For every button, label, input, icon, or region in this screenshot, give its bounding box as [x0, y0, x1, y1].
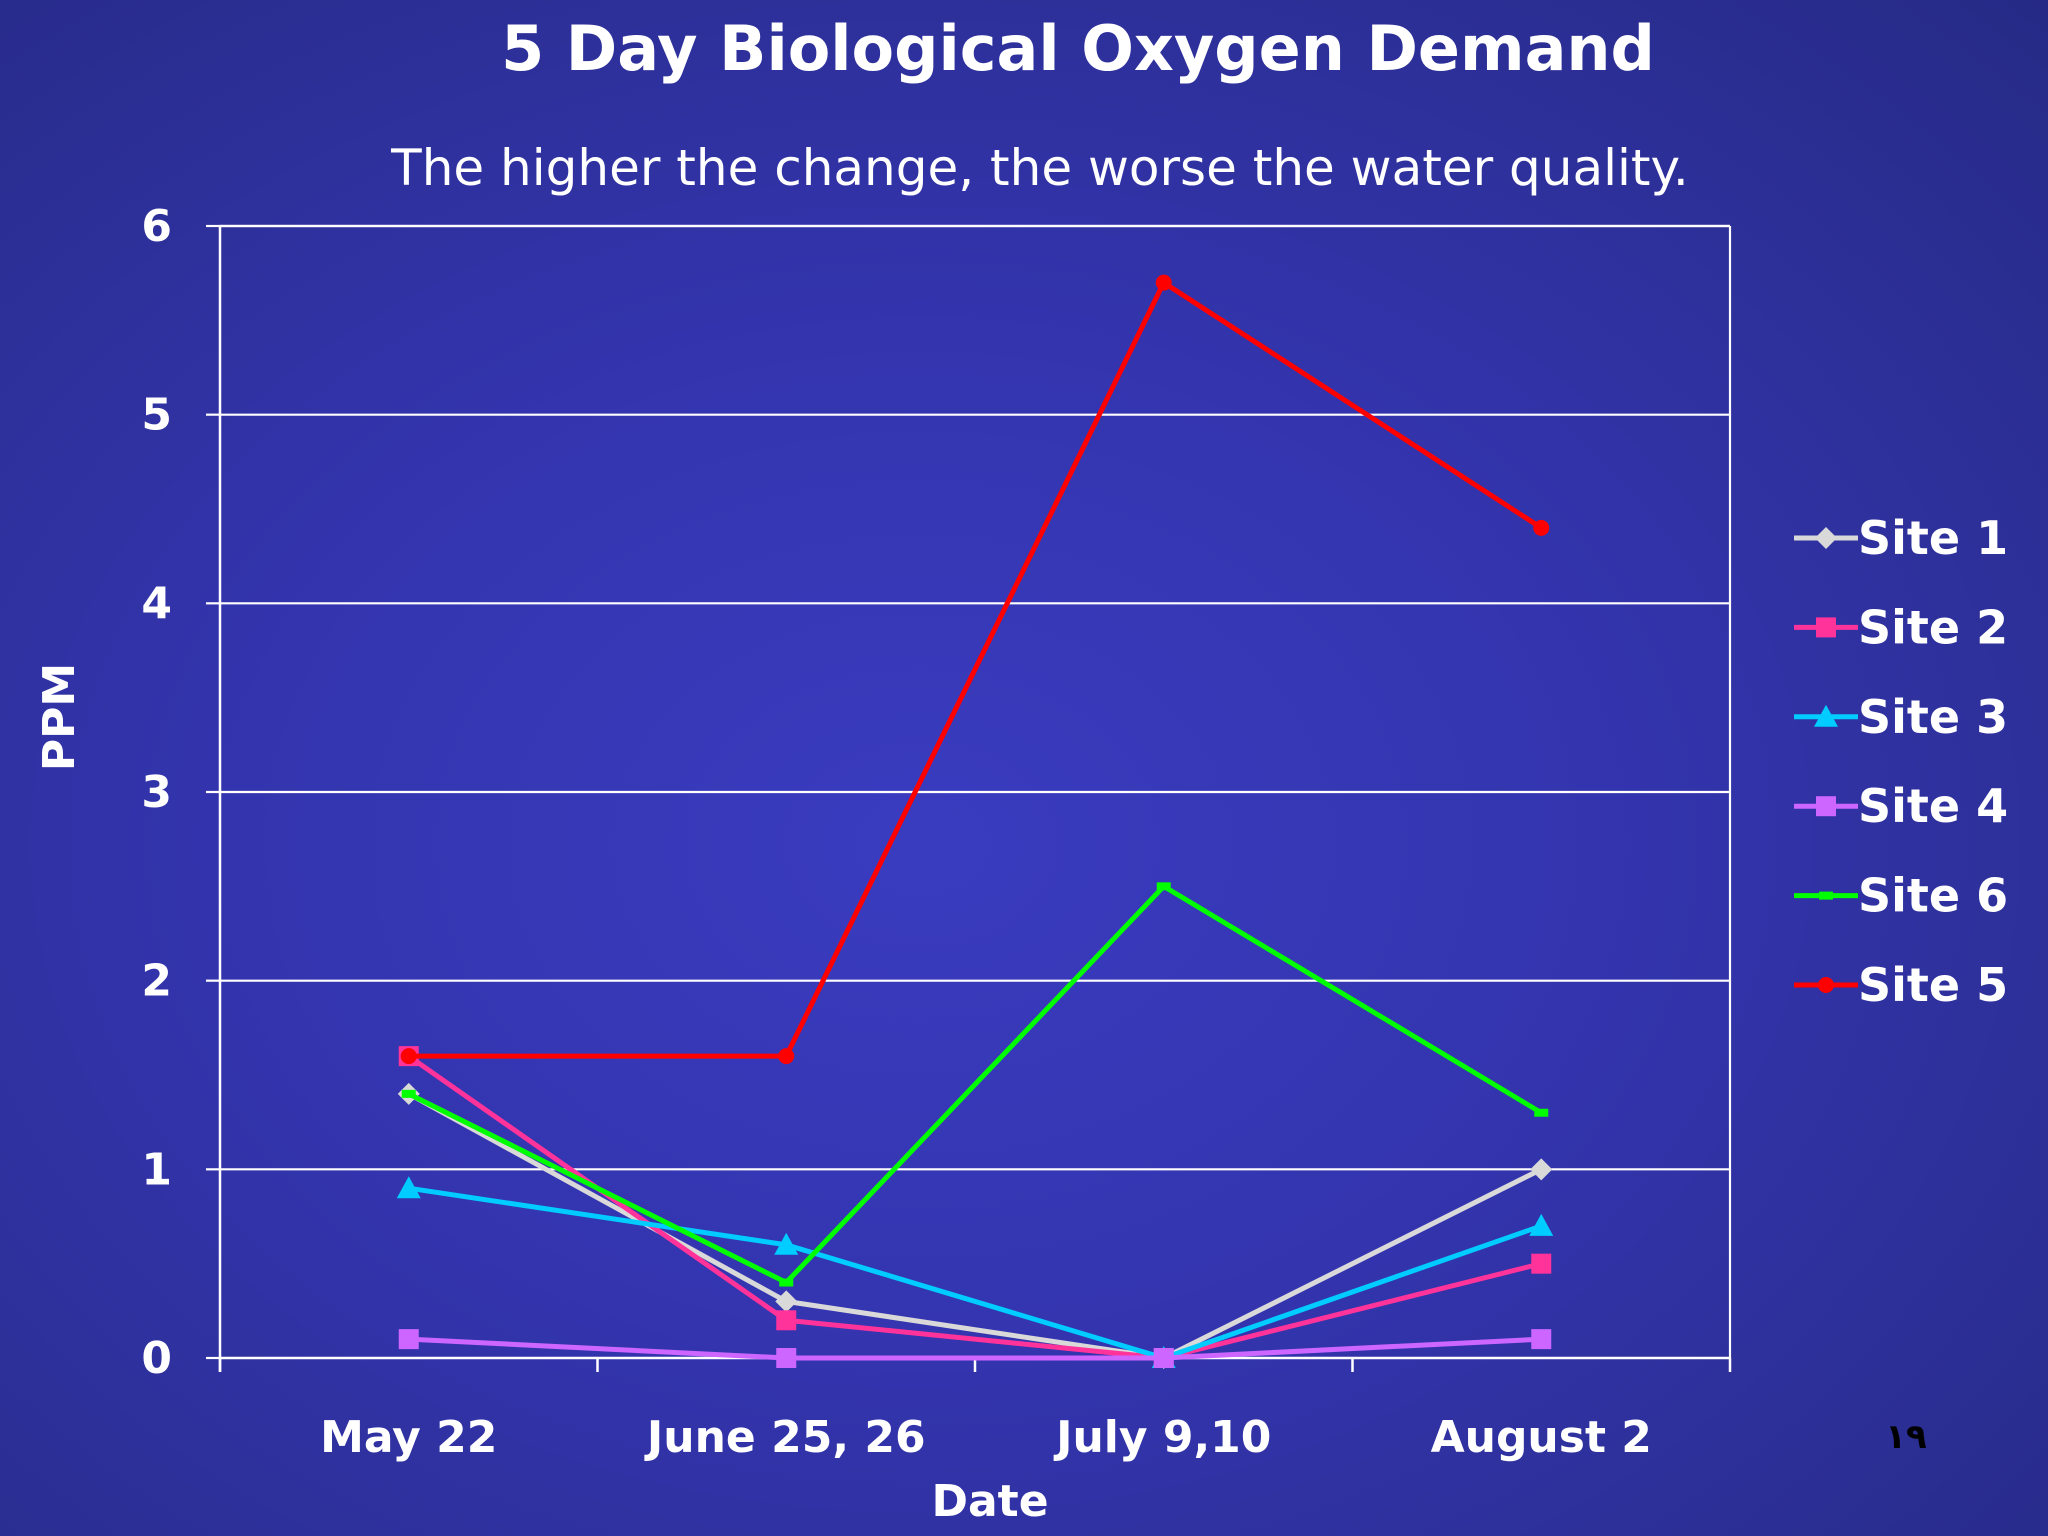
x-tick-label: June 25, 26	[644, 1412, 926, 1463]
legend-label-site-4: Site 4	[1858, 779, 2008, 833]
x-tick-label: May 22	[320, 1412, 497, 1463]
series-site-1	[397, 1082, 1553, 1369]
legend: Site 1 Site 2 Site 3 Site 4 Site 6 Site 5	[1794, 511, 2008, 1012]
legend-item-site-5: Site 5	[1794, 958, 2008, 1012]
y-tick-label: 4	[141, 578, 172, 629]
legend-label-site-5: Site 5	[1858, 958, 2008, 1012]
legend-label-site-2: Site 2	[1858, 600, 2008, 654]
legend-marker-site-6	[1819, 891, 1833, 900]
legend-marker-site-2	[1816, 617, 1836, 638]
chart-subtitle: The higher the change, the worse the wat…	[390, 139, 1689, 197]
legend-label-site-3: Site 3	[1858, 690, 2008, 744]
legend-marker-site-5	[1818, 977, 1834, 993]
data-point-site-5	[1533, 519, 1550, 536]
data-point-site-5	[400, 1048, 417, 1065]
data-point-site-4	[776, 1348, 797, 1368]
x-axis-ticks: May 22 June 25, 26 July 9,10 August 2	[218, 1358, 1732, 1463]
legend-item-site-6: Site 6	[1794, 869, 2008, 923]
y-axis-label: PPM	[34, 663, 85, 771]
data-point-site-2	[1531, 1253, 1552, 1274]
data-point-site-3	[1529, 1213, 1554, 1236]
data-point-site-3	[396, 1176, 421, 1199]
series-line-site-5	[408, 280, 1543, 1059]
data-point-site-6	[1534, 1108, 1549, 1117]
legend-label-site-1: Site 1	[1858, 511, 2008, 565]
data-point-site-6	[779, 1278, 794, 1287]
legend-item-site-1: Site 1	[1794, 511, 2008, 565]
legend-marker-site-3	[1814, 704, 1838, 727]
legend-label-site-6: Site 6	[1858, 869, 2008, 923]
y-tick-label: 3	[141, 767, 172, 818]
data-point-site-6	[1156, 882, 1171, 891]
x-tick-label: July 9,10	[1053, 1412, 1271, 1463]
legend-marker-site-4	[1816, 796, 1836, 817]
data-point-site-1	[1530, 1158, 1553, 1181]
y-tick-label: 2	[141, 956, 172, 1007]
data-point-site-5	[1155, 274, 1172, 291]
slide-number: ١٩	[1885, 1417, 1927, 1457]
gridlines	[220, 224, 1730, 1171]
legend-item-site-3: Site 3	[1794, 690, 2008, 744]
data-point-site-4	[398, 1329, 419, 1350]
series-line-site-1	[407, 1091, 1543, 1361]
data-point-site-3	[774, 1232, 799, 1255]
data-point-site-4	[1531, 1329, 1552, 1350]
data-point-site-5	[778, 1048, 795, 1065]
y-tick-label: 0	[141, 1333, 172, 1384]
legend-marker-site-1	[1815, 527, 1837, 549]
series-site-4	[398, 1329, 1552, 1368]
y-tick-label: 6	[141, 201, 172, 252]
y-axis-ticks: 0 1 2 3 4 5 6	[141, 201, 220, 1384]
x-axis-label: Date	[931, 1476, 1048, 1527]
series-line-site-4	[408, 1336, 1542, 1361]
data-point-site-1	[775, 1290, 798, 1313]
series-line-site-3	[408, 1185, 1543, 1361]
series-site-2	[398, 1046, 1552, 1368]
series-line-site-6	[407, 883, 1543, 1286]
x-tick-label: August 2	[1431, 1412, 1652, 1463]
legend-item-site-2: Site 2	[1794, 600, 2008, 654]
series-site-6	[401, 882, 1549, 1287]
data-point-site-4	[1153, 1348, 1174, 1368]
data-point-site-2	[776, 1310, 797, 1331]
series-line-site-2	[407, 1054, 1542, 1361]
chart-title: 5 Day Biological Oxygen Demand	[501, 12, 1655, 85]
legend-item-site-4: Site 4	[1794, 779, 2008, 833]
axes	[218, 224, 1732, 1372]
series-site-5	[400, 274, 1550, 1065]
series-layer	[396, 274, 1554, 1369]
data-point-site-6	[401, 1089, 416, 1098]
y-tick-label: 5	[141, 390, 172, 441]
y-tick-label: 1	[141, 1144, 172, 1195]
